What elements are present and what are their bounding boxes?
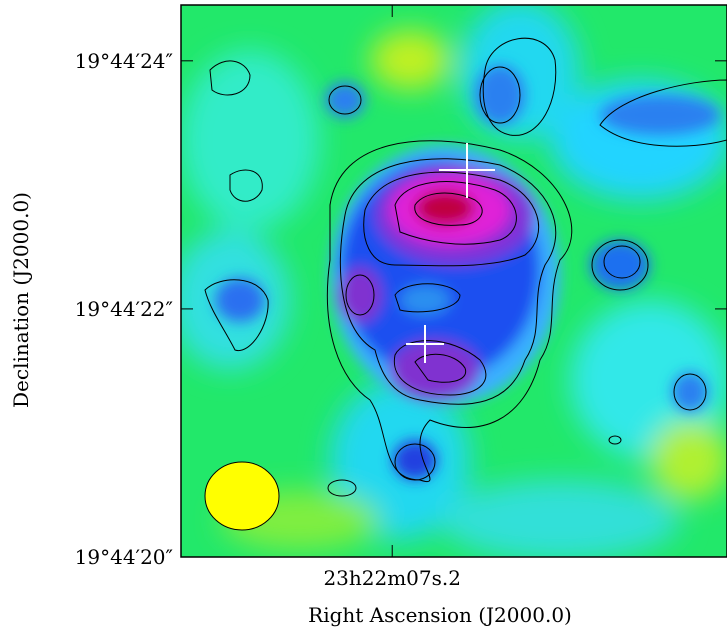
x-axis-label: Right Ascension (J2000.0)	[308, 603, 572, 627]
position-markers	[406, 143, 495, 363]
y-tick-label: 19°44′24″	[75, 49, 173, 73]
y-tick-label: 19°44′22″	[75, 297, 173, 321]
x-tick-label: 23h22m07s.2	[323, 566, 461, 590]
y-axis-label: Declination (J2000.0)	[9, 192, 33, 408]
y-tick-label: 19°44′20″	[75, 545, 173, 569]
intensity-map	[181, 5, 727, 557]
beam	[204, 461, 280, 531]
plot-frame	[180, 4, 727, 558]
contours	[204, 37, 727, 497]
